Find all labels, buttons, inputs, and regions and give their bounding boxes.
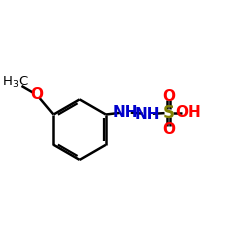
Text: O: O xyxy=(30,88,44,102)
Text: H$_3$C: H$_3$C xyxy=(2,75,29,90)
Text: NH: NH xyxy=(113,105,138,120)
Text: S: S xyxy=(163,104,175,122)
Text: O: O xyxy=(162,89,175,104)
Text: NH: NH xyxy=(135,106,160,122)
Text: O: O xyxy=(162,122,175,137)
Text: OH: OH xyxy=(175,106,201,120)
